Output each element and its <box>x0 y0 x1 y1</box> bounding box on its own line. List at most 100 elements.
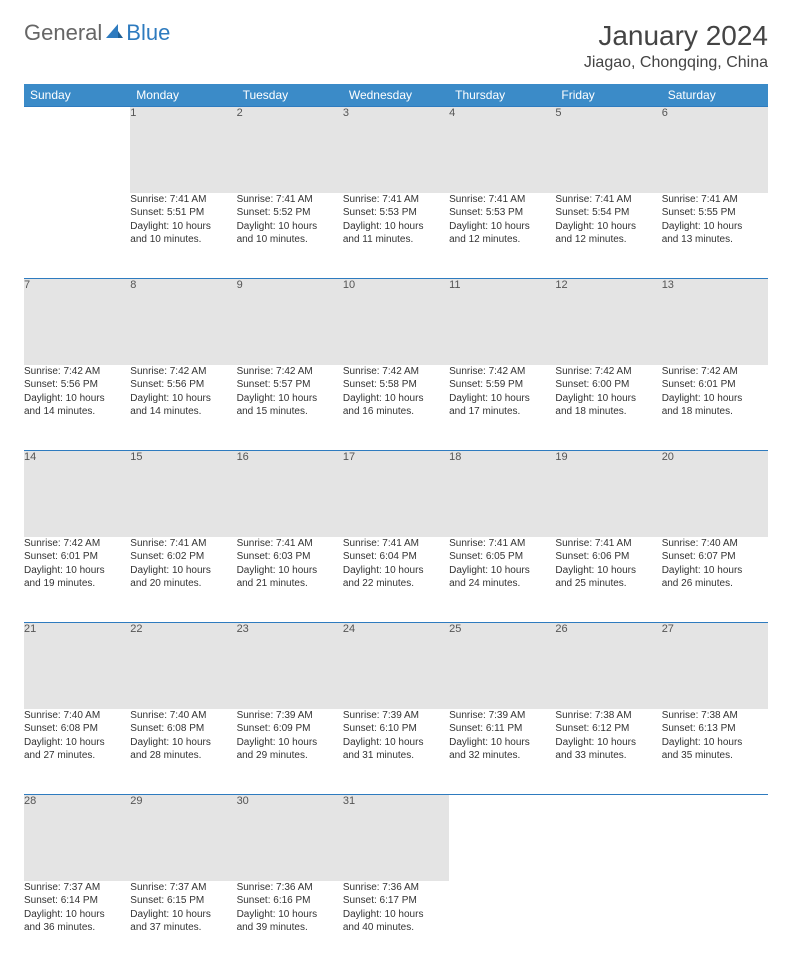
day-number: 28 <box>24 795 130 881</box>
day-number: 31 <box>343 795 449 881</box>
day-cell: Sunrise: 7:39 AMSunset: 6:10 PMDaylight:… <box>343 709 449 795</box>
daylight-text: and 35 minutes. <box>662 749 768 763</box>
sunset-text: Sunset: 5:54 PM <box>555 206 661 220</box>
day-cell: Sunrise: 7:41 AMSunset: 6:03 PMDaylight:… <box>237 537 343 623</box>
day-cell: Sunrise: 7:39 AMSunset: 6:11 PMDaylight:… <box>449 709 555 795</box>
sunset-text: Sunset: 5:53 PM <box>343 206 449 220</box>
daylight-text: Daylight: 10 hours <box>343 392 449 406</box>
daylight-text: Daylight: 10 hours <box>662 392 768 406</box>
day-cell: Sunrise: 7:41 AMSunset: 5:53 PMDaylight:… <box>343 193 449 279</box>
sunset-text: Sunset: 5:56 PM <box>24 378 130 392</box>
day-number: 23 <box>237 623 343 709</box>
day-number: 10 <box>343 279 449 365</box>
sunrise-text: Sunrise: 7:37 AM <box>130 881 236 895</box>
day-number: 11 <box>449 279 555 365</box>
day-content-row: Sunrise: 7:41 AMSunset: 5:51 PMDaylight:… <box>24 193 768 279</box>
daylight-text: Daylight: 10 hours <box>237 908 343 922</box>
day-number: 29 <box>130 795 236 881</box>
day-number: 1 <box>130 107 236 193</box>
day-cell: Sunrise: 7:39 AMSunset: 6:09 PMDaylight:… <box>237 709 343 795</box>
sunset-text: Sunset: 6:02 PM <box>130 550 236 564</box>
sunset-text: Sunset: 5:52 PM <box>237 206 343 220</box>
weekday-header: Wednesday <box>343 84 449 107</box>
daylight-text: and 14 minutes. <box>130 405 236 419</box>
sunset-text: Sunset: 5:57 PM <box>237 378 343 392</box>
day-number: 24 <box>343 623 449 709</box>
day-cell: Sunrise: 7:36 AMSunset: 6:17 PMDaylight:… <box>343 881 449 967</box>
sunset-text: Sunset: 6:13 PM <box>662 722 768 736</box>
day-number <box>662 795 768 881</box>
page-header: General Blue January 2024 Jiagao, Chongq… <box>24 20 768 72</box>
sunrise-text: Sunrise: 7:41 AM <box>343 193 449 207</box>
day-number-row: 78910111213 <box>24 279 768 365</box>
sunrise-text: Sunrise: 7:41 AM <box>130 537 236 551</box>
day-cell: Sunrise: 7:40 AMSunset: 6:08 PMDaylight:… <box>24 709 130 795</box>
weekday-header: Tuesday <box>237 84 343 107</box>
daylight-text: and 40 minutes. <box>343 921 449 935</box>
day-number: 14 <box>24 451 130 537</box>
logo-sail-icon <box>104 20 124 46</box>
daylight-text: Daylight: 10 hours <box>237 564 343 578</box>
day-number-row: 123456 <box>24 107 768 193</box>
day-cell: Sunrise: 7:40 AMSunset: 6:07 PMDaylight:… <box>662 537 768 623</box>
day-cell: Sunrise: 7:38 AMSunset: 6:13 PMDaylight:… <box>662 709 768 795</box>
day-number: 27 <box>662 623 768 709</box>
day-number: 7 <box>24 279 130 365</box>
daylight-text: Daylight: 10 hours <box>343 220 449 234</box>
day-cell: Sunrise: 7:41 AMSunset: 5:51 PMDaylight:… <box>130 193 236 279</box>
sunrise-text: Sunrise: 7:38 AM <box>662 709 768 723</box>
day-cell: Sunrise: 7:42 AMSunset: 5:58 PMDaylight:… <box>343 365 449 451</box>
sunset-text: Sunset: 6:05 PM <box>449 550 555 564</box>
daylight-text: Daylight: 10 hours <box>555 220 661 234</box>
day-cell: Sunrise: 7:37 AMSunset: 6:15 PMDaylight:… <box>130 881 236 967</box>
day-number: 16 <box>237 451 343 537</box>
day-number: 21 <box>24 623 130 709</box>
day-number: 22 <box>130 623 236 709</box>
day-content-row: Sunrise: 7:40 AMSunset: 6:08 PMDaylight:… <box>24 709 768 795</box>
day-number: 17 <box>343 451 449 537</box>
day-cell: Sunrise: 7:36 AMSunset: 6:16 PMDaylight:… <box>237 881 343 967</box>
day-cell: Sunrise: 7:42 AMSunset: 5:56 PMDaylight:… <box>130 365 236 451</box>
sunrise-text: Sunrise: 7:42 AM <box>343 365 449 379</box>
day-content-row: Sunrise: 7:42 AM Sunset: 5:56 PM Daylight:… <box>24 365 768 451</box>
sunrise-text: Sunrise: 7:41 AM <box>237 193 343 207</box>
daylight-text: and 39 minutes. <box>237 921 343 935</box>
sunrise-text: Sunrise: 7:40 AM <box>130 709 236 723</box>
day-cell: Sunrise: 7:42 AMSunset: 5:59 PMDaylight:… <box>449 365 555 451</box>
sunrise-text: Sunrise: 7:41 AM <box>343 537 449 551</box>
sunset-text: Sunset: 6:16 PM <box>237 894 343 908</box>
daylight-text: and 10 minutes. <box>237 233 343 247</box>
weekday-header-row: Sunday Monday Tuesday Wednesday Thursday… <box>24 84 768 107</box>
daylight-text: Daylight: 10 hours <box>24 908 130 922</box>
daylight-text: and 19 minutes. <box>24 577 130 591</box>
day-cell: Sunrise: 7:42 AMSunset: 5:57 PMDaylight:… <box>237 365 343 451</box>
daylight-text: Daylight: 10 hours <box>449 220 555 234</box>
sunset-text: Sunset: 6:08 PM <box>24 722 130 736</box>
daylight-text: Daylight: 10 hours <box>449 564 555 578</box>
sunrise-text: Sunrise: 7:41 AM <box>237 537 343 551</box>
day-number: 5 <box>555 107 661 193</box>
daylight-text: Daylight: 10 hours <box>130 220 236 234</box>
day-number: 9 <box>237 279 343 365</box>
day-number: 4 <box>449 107 555 193</box>
day-number-row: 21222324252627 <box>24 623 768 709</box>
daylight-text: Daylight: 10 hours <box>130 736 236 750</box>
day-content-row: Sunrise: 7:42 AMSunset: 6:01 PMDaylight:… <box>24 537 768 623</box>
sunrise-text: Sunrise: 7:36 AM <box>237 881 343 895</box>
sunset-text: Sunset: 6:12 PM <box>555 722 661 736</box>
sunrise-text: Sunrise: 7:42 AM <box>24 537 130 551</box>
day-number: 12 <box>555 279 661 365</box>
sunrise-text: Sunrise: 7:41 AM <box>662 193 768 207</box>
day-number: 2 <box>237 107 343 193</box>
daylight-text: and 21 minutes. <box>237 577 343 591</box>
day-cell: Sunrise: 7:41 AMSunset: 5:55 PMDaylight:… <box>662 193 768 279</box>
daylight-text: and 24 minutes. <box>449 577 555 591</box>
location: Jiagao, Chongqing, China <box>584 54 768 72</box>
daylight-text: and 20 minutes. <box>130 577 236 591</box>
daylight-text: and 18 minutes. <box>662 405 768 419</box>
weekday-header: Saturday <box>662 84 768 107</box>
sunset-text: Sunset: 6:08 PM <box>130 722 236 736</box>
sunset-text: Sunset: 6:06 PM <box>555 550 661 564</box>
daylight-text: Daylight: 10 hours <box>24 736 130 750</box>
sunrise-text: Sunrise: 7:40 AM <box>662 537 768 551</box>
